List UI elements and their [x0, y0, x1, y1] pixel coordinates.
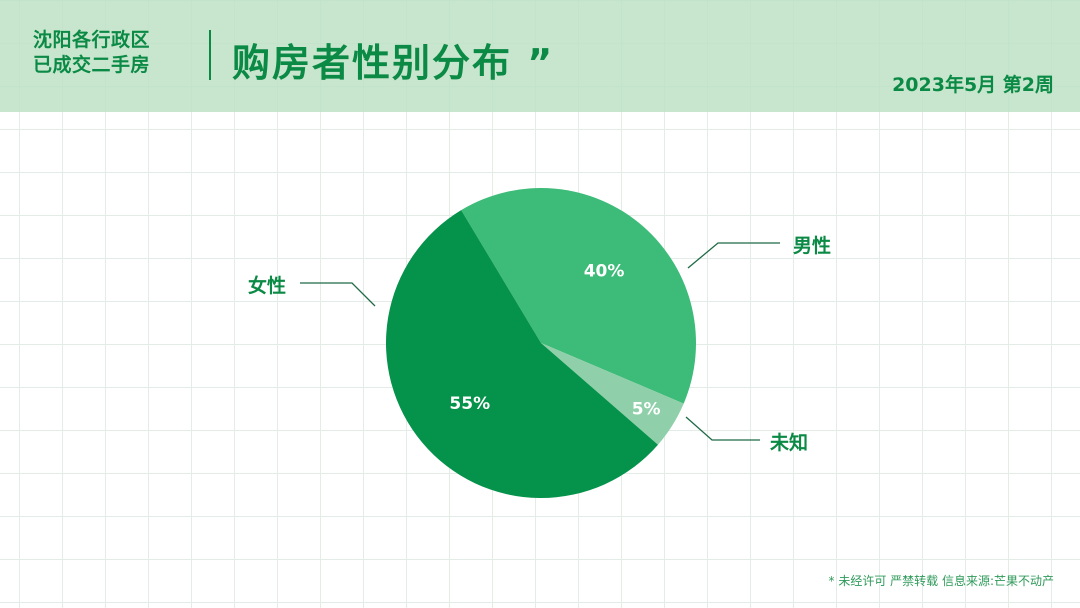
- leader-line-2: [300, 282, 376, 307]
- date-label: 2023年5月 第2周: [892, 74, 1054, 96]
- header-divider: [209, 30, 211, 80]
- pie-slice-1: [541, 343, 684, 445]
- legend-label-unknown: 未知: [770, 432, 809, 454]
- leader-line-1: [685, 416, 760, 441]
- pie-slice-0: [461, 187, 696, 404]
- header-band: [0, 0, 1080, 112]
- slice-value-label-0: 40%: [584, 261, 625, 281]
- subtitle-line-2: 已成交二手房: [33, 54, 151, 76]
- legend-label-male: 男性: [793, 235, 832, 257]
- slice-value-label-2: 55%: [449, 394, 490, 414]
- pie-slice-2: [385, 210, 658, 498]
- leader-line-0: [687, 242, 780, 269]
- legend-label-female: 女性: [248, 275, 287, 297]
- header-subtitle: 沈阳各行政区 已成交二手房: [33, 28, 150, 78]
- slice-value-label-1: 5%: [632, 400, 661, 420]
- subtitle-line-1: 沈阳各行政区: [33, 29, 151, 51]
- page-title: 购房者性别分布 ”: [232, 41, 555, 85]
- footer-note: * 未经许可 严禁转载 信息来源:芒果不动产: [828, 574, 1055, 588]
